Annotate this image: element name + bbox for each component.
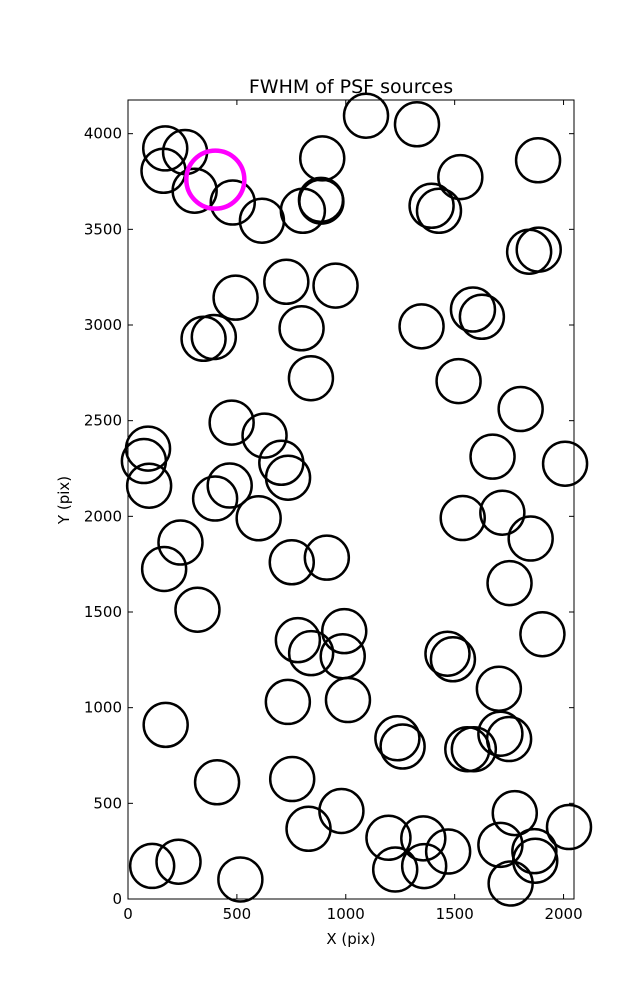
y-tick-label: 500 xyxy=(93,794,122,812)
y-tick-label: 3000 xyxy=(84,316,122,334)
psf-marker xyxy=(515,226,562,273)
psf-marker xyxy=(191,475,239,522)
psf-marker xyxy=(400,842,448,890)
psf-marker xyxy=(235,495,282,542)
x-tick-label: 1000 xyxy=(327,905,365,923)
psf-marker xyxy=(393,101,441,148)
psf-marker xyxy=(319,632,366,680)
psf-marker xyxy=(140,545,188,593)
psf-marker xyxy=(128,842,176,890)
psf-marker xyxy=(125,462,173,509)
psf-marker xyxy=(241,412,288,459)
psf-marker xyxy=(424,828,472,875)
y-tick-label: 4000 xyxy=(84,125,122,143)
psf-marker xyxy=(320,607,368,655)
psf-marker xyxy=(209,179,256,226)
psf-marker xyxy=(157,519,204,566)
y-tick-label: 0 xyxy=(112,890,122,908)
x-tick-label: 0 xyxy=(123,905,133,923)
psf-marker xyxy=(287,629,335,677)
psf-marker xyxy=(217,856,264,903)
chart-title: FWHM of PSF sources xyxy=(249,76,453,98)
psf-marker xyxy=(155,838,202,885)
psf-marker xyxy=(206,462,253,509)
x-tick-label: 2000 xyxy=(544,905,582,923)
highlighted-psf-marker xyxy=(184,148,247,211)
psf-marker xyxy=(408,182,455,230)
y-axis-label: Y (pix) xyxy=(55,476,73,525)
psf-marker xyxy=(439,494,486,542)
psf-marker xyxy=(274,616,322,664)
psf-marker xyxy=(450,725,498,773)
psf-marker xyxy=(141,125,189,172)
y-tick-label: 1000 xyxy=(84,699,122,717)
psf-marker xyxy=(415,187,463,235)
y-tick-label: 2000 xyxy=(84,507,122,525)
psf-marker xyxy=(435,357,482,405)
psf-marker xyxy=(477,821,524,869)
psf-marker xyxy=(171,167,218,214)
psf-marker xyxy=(477,710,524,757)
psf-marker xyxy=(208,399,255,446)
x-tick-label: 500 xyxy=(223,905,252,923)
psf-marker xyxy=(318,787,365,835)
psf-marker xyxy=(268,755,316,803)
psf-marker xyxy=(374,715,421,762)
psf-marker xyxy=(497,385,544,433)
psf-marker xyxy=(514,137,562,184)
psf-marker xyxy=(379,723,426,770)
plot-frame xyxy=(127,99,575,900)
psf-marker xyxy=(190,313,238,361)
psf-marker xyxy=(263,258,310,306)
y-tick-label: 1500 xyxy=(84,603,122,621)
psf-marker xyxy=(298,178,345,225)
psf-marker xyxy=(324,676,372,724)
psf-marker xyxy=(429,636,477,683)
psf-marker xyxy=(180,315,227,363)
psf-marker xyxy=(285,805,332,853)
psf-marker xyxy=(365,814,412,862)
x-axis-label: X (pix) xyxy=(326,930,375,948)
psf-marker xyxy=(264,454,312,501)
psf-marker xyxy=(449,286,497,333)
psf-marker xyxy=(268,539,316,586)
psf-marker xyxy=(458,293,506,341)
psf-marker xyxy=(303,534,351,581)
psf-marker xyxy=(507,515,554,562)
psf-marker xyxy=(491,789,539,837)
psf-marker xyxy=(212,274,259,321)
psf-marker xyxy=(437,153,484,201)
psf-marker xyxy=(193,759,241,806)
x-tick-label: 1500 xyxy=(436,905,474,923)
psf-marker xyxy=(174,586,221,633)
psf-marker xyxy=(424,630,471,677)
axis-ticks: 0 500 1000 1500 2000 0 500 1000 1500 2000 2500 3000… xyxy=(84,100,583,923)
psf-marker xyxy=(278,305,325,352)
psf-marker xyxy=(142,701,189,749)
y-tick-label: 3500 xyxy=(84,220,122,238)
psf-marker xyxy=(487,860,534,907)
psf-marker xyxy=(519,610,566,658)
y-tick-label: 2500 xyxy=(84,412,122,430)
psf-marker xyxy=(299,135,346,182)
psf-marker xyxy=(287,354,335,402)
psf-marker xyxy=(400,815,447,862)
psf-marker xyxy=(511,837,559,884)
psf-marker xyxy=(120,437,168,485)
psf-marker xyxy=(371,846,419,893)
psf-marker xyxy=(541,440,589,487)
psf-marker xyxy=(342,92,390,139)
psf-marker xyxy=(479,489,526,536)
psf-marker xyxy=(486,559,533,607)
psf-marker xyxy=(545,803,593,851)
psf-marker xyxy=(505,228,553,275)
psf-marker xyxy=(264,678,312,726)
psf-marker xyxy=(475,665,523,712)
psf-marker xyxy=(469,433,516,480)
psf-marker xyxy=(398,303,445,350)
psf-marker xyxy=(312,262,359,309)
psf-source-markers xyxy=(120,92,593,907)
